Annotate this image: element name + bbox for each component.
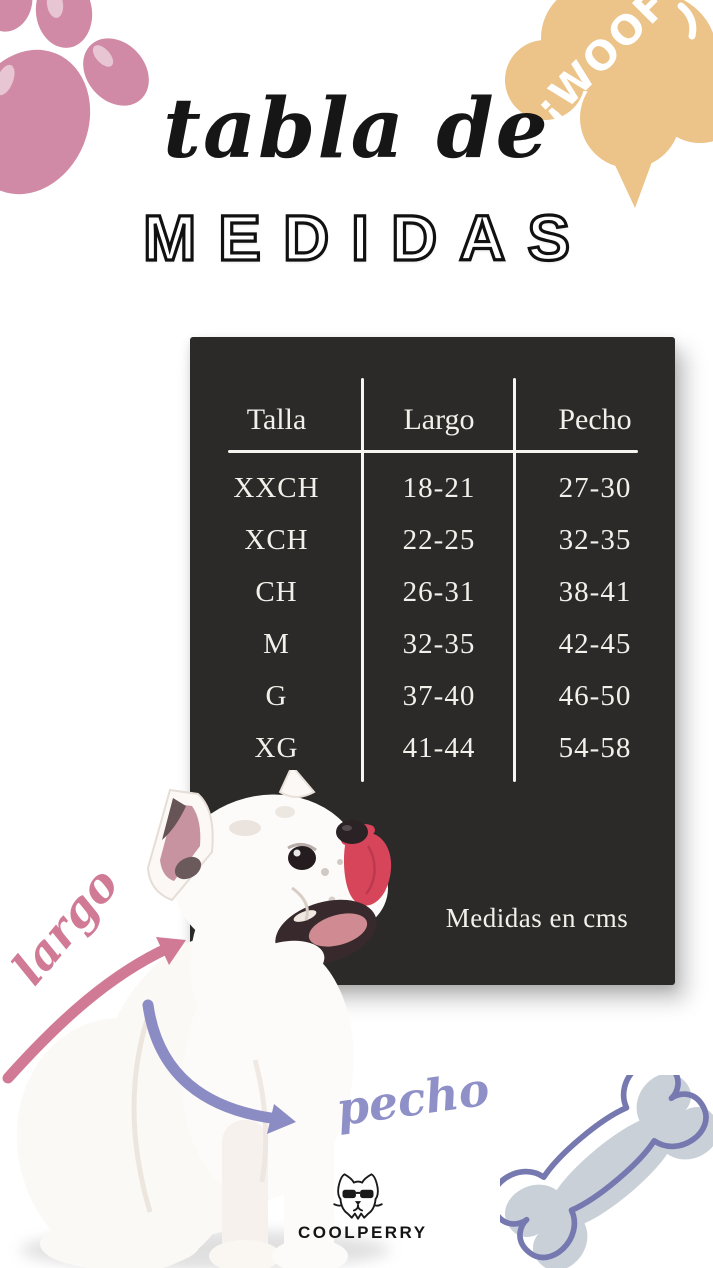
cell-largo: 18-21 [402,471,476,504]
page-title-main: MEDIDAS [141,200,593,275]
table-row: G 37-40 46-50 [190,670,675,722]
logo-dog-icon [333,1173,383,1220]
cell-talla: M [263,627,290,660]
cell-pecho: 38-41 [558,575,632,608]
cell-talla: XG [254,731,299,764]
table-row: M 32-35 42-45 [190,618,675,670]
cell-pecho: 27-30 [558,471,632,504]
cell-pecho: 32-35 [558,523,632,556]
cell-talla: CH [255,575,298,608]
cell-talla: G [265,679,288,712]
paw-print-icon [0,0,149,195]
speech-bubble-icon [505,0,713,208]
bone-icon [500,1075,713,1268]
cell-largo: 32-35 [402,627,476,660]
cell-pecho: 42-45 [558,627,632,660]
table-divider-vertical-2 [513,378,516,782]
page-title-script: tabla de [163,81,550,177]
brand-name: COOLPERRY [298,1223,428,1242]
table-divider-horizontal [228,450,638,453]
column-header-talla: Talla [246,402,307,436]
column-header-largo: Largo [403,402,475,436]
units-note: Medidas en cms [445,903,629,933]
cell-largo: 26-31 [402,575,476,608]
table-row: XXCH 18-21 27-30 [190,462,675,514]
cell-talla: XXCH [233,471,320,504]
cell-largo: 22-25 [402,523,476,556]
table-row: XCH 22-25 32-35 [190,514,675,566]
cell-largo: 37-40 [402,679,476,712]
cell-talla: XCH [244,523,309,556]
cell-largo: 41-44 [402,731,476,764]
cell-pecho: 54-58 [558,731,632,764]
table-divider-vertical-1 [361,378,364,782]
table-row: XG 41-44 54-58 [190,722,675,774]
cell-pecho: 46-50 [558,679,632,712]
table-body: XXCH 18-21 27-30 XCH 22-25 32-35 CH 26-3… [190,462,675,774]
table-row: CH 26-31 38-41 [190,566,675,618]
brand-logo: COOLPERRY [298,1170,428,1243]
size-table: Talla Largo Pecho XXCH 18-21 27-30 XCH 2… [190,337,675,985]
column-header-pecho: Pecho [558,402,632,436]
table-header-row: Talla Largo Pecho [190,337,675,450]
